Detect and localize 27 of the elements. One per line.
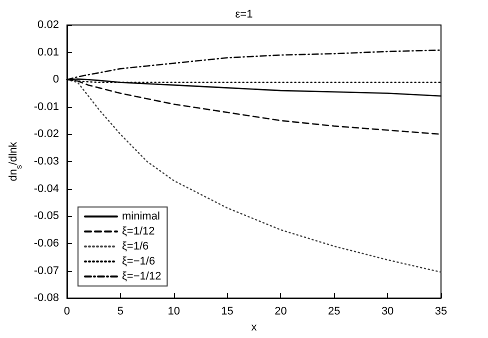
x-tick-label: 25 [328,306,340,318]
y-tick-label: -0.01 [34,100,59,113]
legend-label: ξ=1/6 [122,240,149,252]
x-tick-label: 20 [274,306,287,318]
x-tick-label: 5 [117,306,124,318]
y-tick-label: -0.07 [34,264,59,277]
x-tick-label: 0 [64,306,70,318]
x-tick-label: 30 [381,306,394,318]
y-tick-label: 0.02 [38,19,59,31]
chart-title: ε=1 [235,8,253,20]
x-axis-title: x [251,322,258,334]
x-tick-label: 15 [221,306,234,318]
y-tick-label: -0.05 [34,210,59,222]
legend-label: ξ=−1/6 [122,256,156,268]
x-tick-label: 10 [168,306,180,318]
y-tick-label: 0.01 [38,46,59,58]
y-axis-title: dns/dlnk [8,141,24,182]
y-tick-label: -0.03 [34,156,59,168]
y-tick-label: -0.04 [34,182,59,195]
y-tick-label: -0.02 [34,128,59,140]
y-tick-label: -0.06 [34,237,59,250]
legend-label: ξ=−1/12 [122,270,162,282]
y-tick-label: -0.08 [34,292,59,304]
legend-label: minimal [122,210,160,222]
x-tick-label: 35 [434,306,448,318]
legend-label: ξ=1/12 [122,226,155,238]
y-tick-label: 0 [52,74,59,86]
